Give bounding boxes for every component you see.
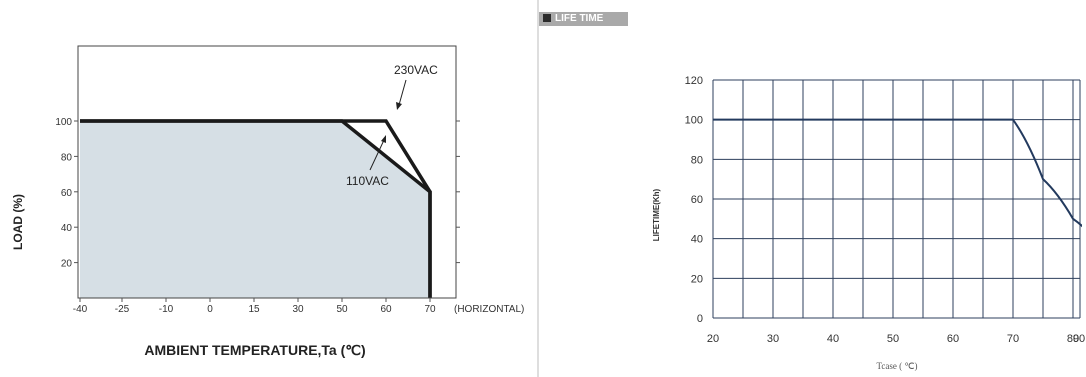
x-tick-label: 70 — [424, 304, 436, 315]
x-tick-label: 40 — [827, 333, 839, 345]
series-line-110vac — [80, 119, 432, 298]
x-tick-label: 50 — [336, 304, 348, 315]
y-tick-label: 100 — [685, 115, 703, 127]
callout-arrow-230vac — [398, 79, 407, 106]
y-tick-label: 60 — [691, 194, 703, 206]
arrowhead-110vac — [381, 135, 386, 143]
derating-plot-frame — [77, 45, 457, 299]
arrowhead-230vac — [396, 102, 402, 110]
y-tick-label: 100 — [55, 117, 72, 128]
derating-area-fill — [80, 121, 430, 298]
x-tick-label: 80 — [1067, 333, 1079, 345]
x-tick-label: 70 — [1007, 333, 1019, 345]
lifetime-grid — [712, 79, 1081, 319]
y-tick-label: 120 — [685, 75, 703, 87]
y-tick-label: 20 — [691, 273, 703, 285]
section-header-lifetime: LIFE TIME — [539, 12, 628, 26]
x-axis-orientation-note: (HORIZONTAL) — [454, 304, 524, 315]
x-tick-label: 60 — [380, 304, 392, 315]
section-bullet-icon — [543, 14, 551, 22]
y-axis-ticks: 0 20 40 60 80 100 120 — [685, 75, 703, 325]
series-label-110vac: 110VAC — [346, 174, 389, 188]
y-axis-label: LOAD (%) — [11, 194, 25, 250]
y-tick-label: 80 — [61, 152, 73, 163]
x-axis-label: Tcase ( ℃) — [877, 361, 918, 371]
x-tick-label: 0 — [207, 304, 213, 315]
section-header-label: LIFE TIME — [555, 13, 604, 24]
y-tick-label: 20 — [61, 259, 73, 270]
callout-arrow-110vac — [369, 139, 385, 171]
x-axis-label: AMBIENT TEMPERATURE,Ta (℃) — [144, 342, 365, 358]
y-tick-label: 40 — [61, 223, 73, 234]
x-tick-label: -25 — [115, 304, 130, 315]
y-axis-label: LIFETIME(Kh) — [652, 188, 661, 241]
x-tick-label: 50 — [887, 333, 899, 345]
x-axis-ticks: -40 -25 -10 0 15 30 50 60 70 — [73, 298, 436, 315]
x-tick-label: 60 — [947, 333, 959, 345]
y-tick-label: 80 — [691, 154, 703, 166]
lifetime-curve — [713, 118, 1082, 228]
y-axis-ticks: 20 40 60 80 100 — [55, 117, 460, 270]
x-tick-label: -40 — [73, 304, 88, 315]
series-label-230vac: 230VAC — [394, 63, 438, 77]
y-tick-label: 40 — [691, 234, 703, 246]
y-tick-label: 0 — [697, 313, 703, 325]
x-tick-label: 30 — [292, 304, 304, 315]
x-tick-label: 90 — [1073, 333, 1085, 345]
y-tick-label: 60 — [61, 188, 73, 199]
x-tick-label: 30 — [767, 333, 779, 345]
x-tick-label: -10 — [159, 304, 174, 315]
x-tick-label: 15 — [248, 304, 260, 315]
x-tick-label: 20 — [707, 333, 719, 345]
